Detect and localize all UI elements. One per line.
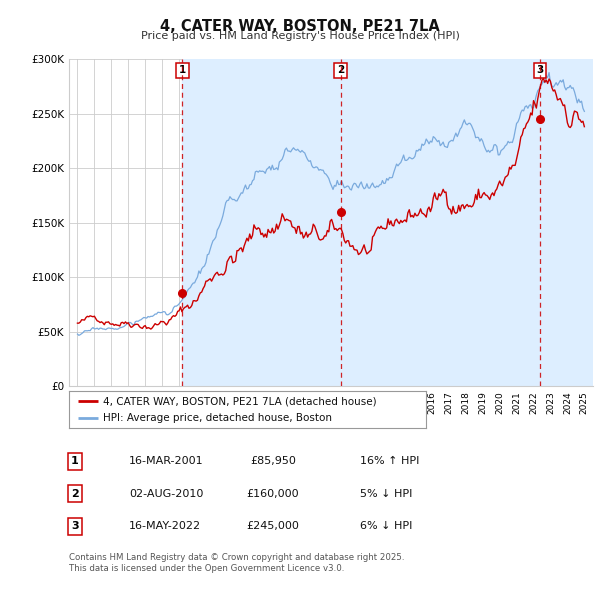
Text: 6% ↓ HPI: 6% ↓ HPI <box>360 522 412 531</box>
Text: 2: 2 <box>71 489 79 499</box>
Text: £160,000: £160,000 <box>247 489 299 499</box>
Text: 16-MAY-2022: 16-MAY-2022 <box>129 522 201 531</box>
Text: 1: 1 <box>71 457 79 466</box>
Text: HPI: Average price, detached house, Boston: HPI: Average price, detached house, Bost… <box>103 412 332 422</box>
Text: 5% ↓ HPI: 5% ↓ HPI <box>360 489 412 499</box>
Text: 1: 1 <box>179 65 186 76</box>
Bar <box>540 59 593 386</box>
Bar <box>341 59 540 386</box>
Text: 3: 3 <box>536 65 544 76</box>
Text: 4, CATER WAY, BOSTON, PE21 7LA: 4, CATER WAY, BOSTON, PE21 7LA <box>160 19 440 34</box>
Text: Price paid vs. HM Land Registry's House Price Index (HPI): Price paid vs. HM Land Registry's House … <box>140 31 460 41</box>
Text: £85,950: £85,950 <box>250 457 296 466</box>
Text: 16-MAR-2001: 16-MAR-2001 <box>129 457 203 466</box>
Text: £245,000: £245,000 <box>247 522 299 531</box>
Text: 4, CATER WAY, BOSTON, PE21 7LA (detached house): 4, CATER WAY, BOSTON, PE21 7LA (detached… <box>103 396 377 407</box>
Text: 3: 3 <box>71 522 79 531</box>
Bar <box>182 59 341 386</box>
Text: 16% ↑ HPI: 16% ↑ HPI <box>360 457 419 466</box>
Text: 02-AUG-2010: 02-AUG-2010 <box>129 489 203 499</box>
Text: Contains HM Land Registry data © Crown copyright and database right 2025.
This d: Contains HM Land Registry data © Crown c… <box>69 553 404 573</box>
Text: 2: 2 <box>337 65 344 76</box>
